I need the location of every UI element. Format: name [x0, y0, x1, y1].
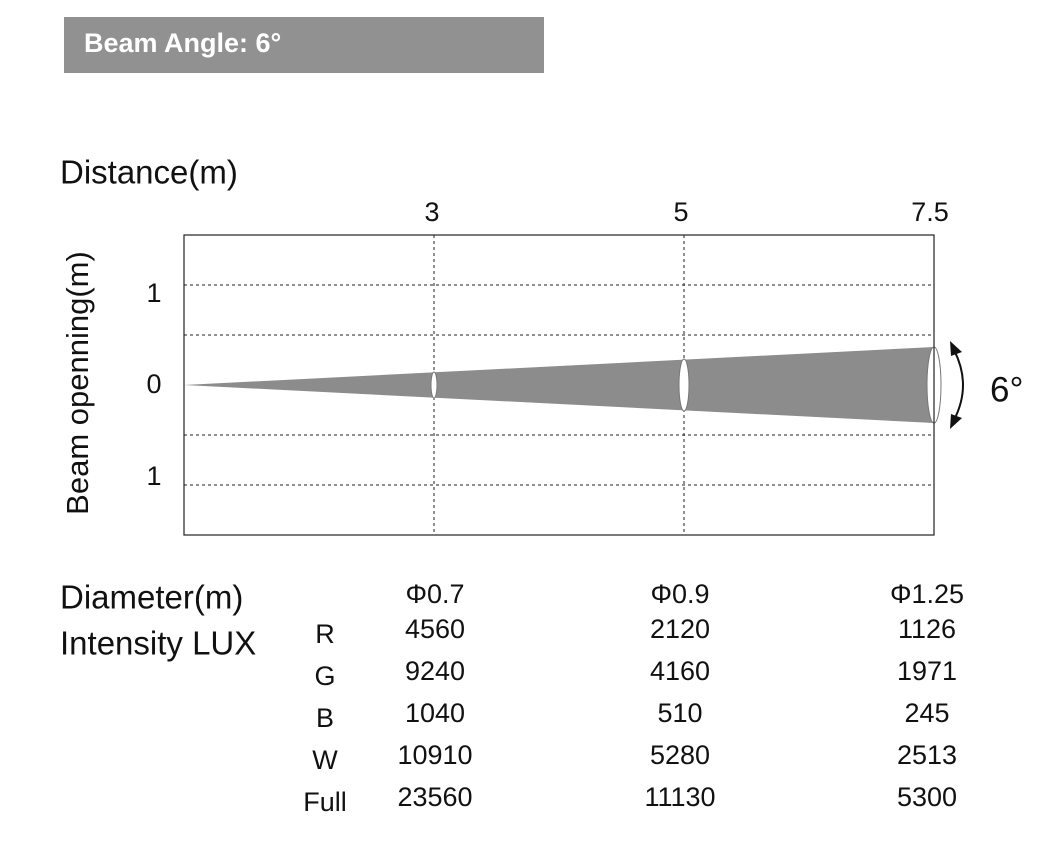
intensity-value: 245: [904, 698, 949, 728]
intensity-value: 23560: [397, 782, 472, 812]
x-tick-label: 5: [673, 197, 688, 227]
intensity-value: 11130: [644, 782, 715, 812]
row-label: W: [312, 745, 338, 775]
x-title: Distance(m): [60, 154, 238, 191]
title-bar: [64, 17, 544, 73]
intensity-value: 2120: [650, 614, 710, 644]
y-tick-label: 1: [146, 278, 161, 308]
arrow-head: [950, 414, 962, 429]
diameter-value: Φ0.9: [650, 579, 709, 609]
y-title: Beam openning(m): [60, 251, 95, 515]
plot-frame: [183, 234, 935, 536]
y-tick-label: 1: [146, 461, 161, 491]
beam-section: [430, 371, 438, 399]
row-label: R: [315, 619, 335, 649]
intensity-value: 2513: [897, 740, 957, 770]
y-tick-label: 0: [146, 369, 161, 399]
intensity-value: 4560: [405, 614, 465, 644]
intensity-table: Φ0.7 Φ0.9 Φ1.25 R 4560 2120 1126 G 9240 4160 1971 B…: [303, 579, 964, 817]
title: Beam Angle: 6°: [84, 28, 281, 58]
beam-section: [678, 358, 690, 412]
x-tick-label: 3: [424, 197, 439, 227]
intensity-label: Intensity LUX: [60, 625, 256, 662]
x-tick-label: 7.5: [911, 197, 949, 227]
intensity-value: 5300: [897, 782, 957, 812]
intensity-value: 1126: [898, 614, 956, 644]
row-label: B: [316, 703, 334, 733]
row-label: Full: [303, 787, 347, 817]
intensity-value: 4160: [650, 656, 710, 686]
intensity-value: 1971: [897, 656, 957, 686]
intensity-value: 10910: [397, 740, 472, 770]
diameter-value: Φ1.25: [890, 579, 964, 609]
arrow-head: [950, 341, 962, 356]
intensity-value: 5280: [650, 740, 710, 770]
intensity-value: 9240: [405, 656, 465, 686]
intensity-value: 1040: [405, 698, 465, 728]
angle-label: 6°: [990, 370, 1023, 409]
row-label: G: [314, 661, 335, 691]
beam-cone: [184, 347, 934, 423]
angle-arc: [953, 349, 964, 421]
intensity-value: 510: [657, 698, 702, 728]
diameter-label: Diameter(m): [60, 579, 243, 616]
diameter-value: Φ0.7: [405, 579, 464, 609]
